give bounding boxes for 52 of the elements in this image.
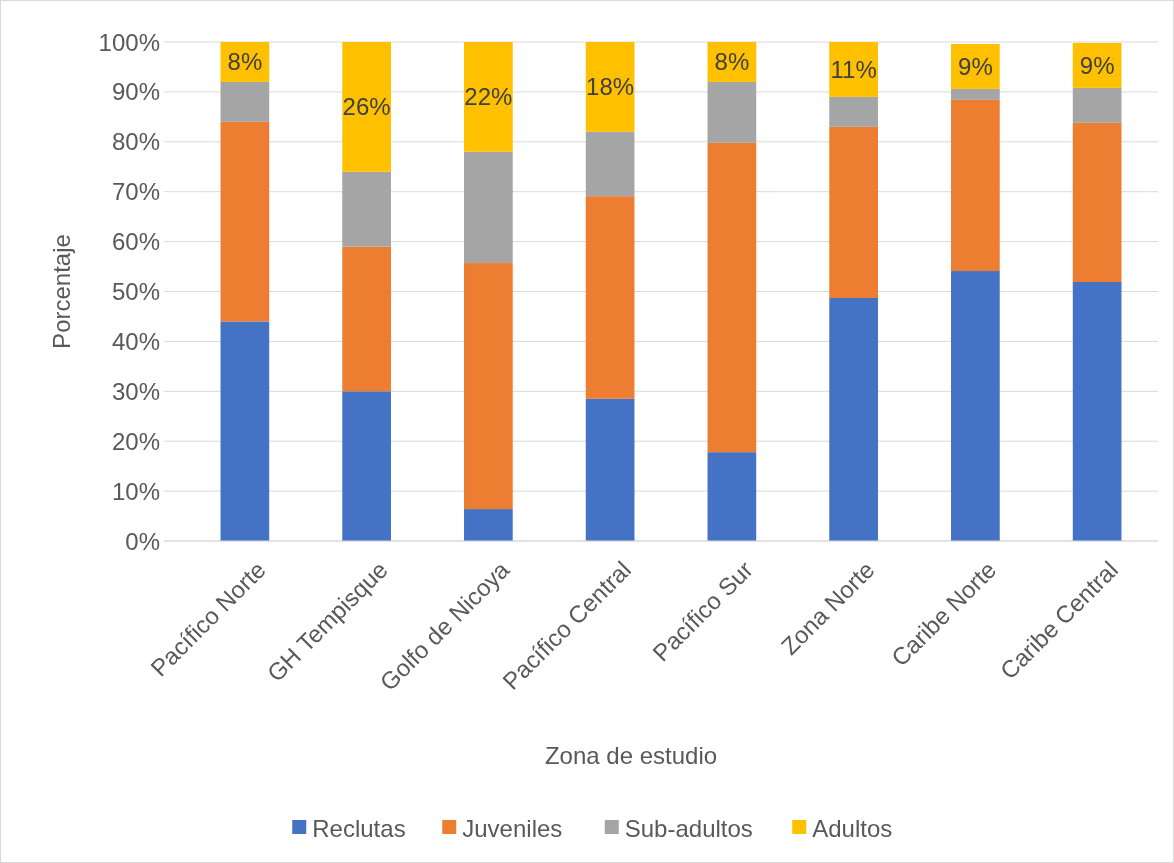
bar [1072,87,1122,123]
bar [1072,282,1122,541]
bar [342,171,391,247]
bar [464,151,513,264]
bar [707,452,757,541]
bar [585,42,635,132]
bar [951,88,1000,100]
x-axis-title: Zona de estudio [544,742,718,769]
y-tick-label: 10% [111,477,160,505]
bar [1072,122,1122,283]
y-tick-label: 100% [98,28,160,56]
y-tick-label: 90% [111,78,160,106]
bar [342,246,391,392]
bar [220,121,270,322]
bar [829,297,878,541]
data-label: 9% [958,52,993,80]
bar [951,271,1000,541]
bar [342,42,391,172]
data-label: 8% [227,48,263,76]
legend-label: Juveniles [462,814,563,842]
bar [707,81,757,143]
bar [585,131,635,197]
bar [707,142,757,453]
y-axis-title: Porcentaje [48,234,75,349]
y-tick-label: 60% [111,228,160,256]
bar [464,42,513,152]
data-label: 26% [342,93,391,121]
bar [829,96,878,127]
bar [585,196,635,399]
legend-label: Adultos [812,814,893,842]
data-label: 8% [714,48,750,76]
bar [342,391,391,541]
y-tick-label: 70% [111,178,160,206]
legend-label: Reclutas [312,814,406,842]
y-tick-label: 20% [111,427,160,455]
bar [829,126,878,298]
bar [951,99,1000,272]
y-tick-label: 80% [111,128,160,156]
bar [464,263,513,510]
bar [220,81,270,122]
y-tick-label: 50% [111,278,160,305]
y-tick-label: 30% [111,377,160,405]
y-tick-label: 0% [125,527,160,555]
bar [585,398,635,541]
data-label: 9% [1079,51,1115,79]
bar [464,509,513,541]
data-label: 11% [830,55,877,83]
legend-label: Sub-adultos [624,814,753,842]
bar [220,321,270,541]
y-tick-label: 40% [111,327,160,355]
data-label: 22% [464,83,513,111]
data-label: 18% [586,73,635,101]
